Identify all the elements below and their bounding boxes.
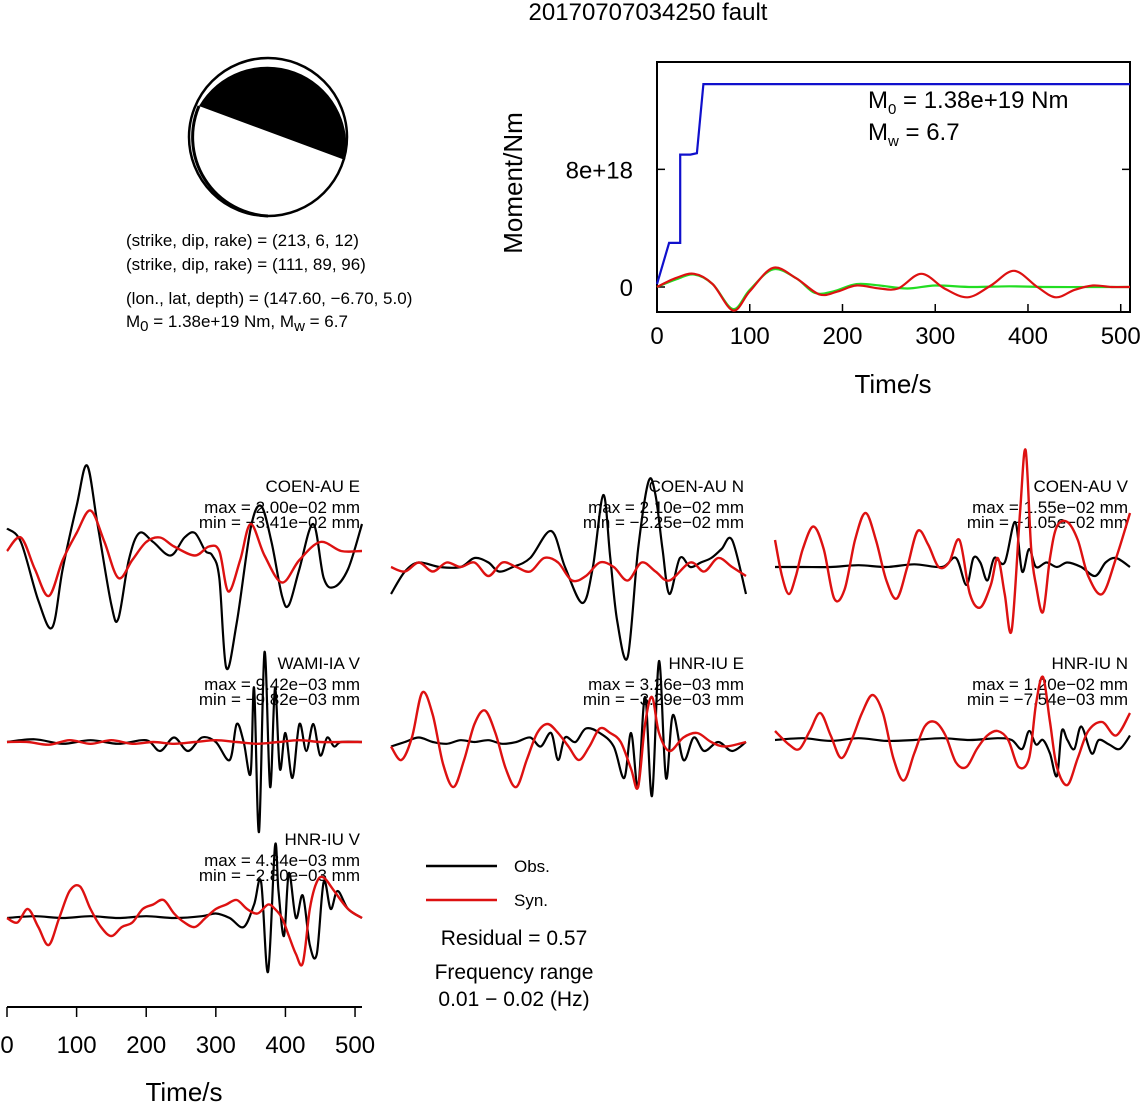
syn-trace (389, 690, 747, 790)
plane2-text: (strike, dip, rake) = (111, 89, 96) (126, 255, 366, 274)
moment-chart-frame (656, 61, 1131, 313)
moment-xtick-label: 200 (822, 323, 862, 350)
station-label: WAMI-IA V (278, 654, 361, 673)
obs-trace (6, 464, 364, 671)
station-min: min = −1.05e−02 mm (967, 513, 1128, 532)
station-max: max = 1.20e−02 mm (972, 675, 1128, 694)
moment-box-m0: M0 = 1.38e+19 Nm (868, 87, 1068, 118)
obs-trace (774, 725, 1131, 778)
station-max: max = 2.00e−02 mm (204, 498, 360, 517)
waveform-xtick-label: 200 (126, 1032, 166, 1059)
waveform-xtick-label: 100 (57, 1032, 97, 1059)
moment-xtick-label: 400 (1008, 323, 1048, 350)
frequency-range-value: 0.01 − 0.02 (Hz) (438, 988, 589, 1011)
station-max: max = 4.34e−03 mm (204, 851, 360, 870)
moment-chart-ticks: 0 100 200 300 400 500 0 8e+18 (566, 157, 1141, 350)
syn-trace (6, 738, 362, 746)
location-text: (lon., lat, depth) = (147.60, −6.70, 5.0… (126, 289, 412, 308)
moment-xtick-label: 500 (1101, 323, 1141, 350)
moment-series-moment_rate_red (656, 266, 1131, 312)
station-max: max = 1.55e−02 mm (972, 498, 1128, 517)
plane1-text: (strike, dip, rake) = (213, 6, 12) (126, 231, 359, 250)
syn-trace (6, 875, 363, 967)
syn-trace (774, 675, 1132, 787)
beachball-icon (187, 56, 349, 218)
syn-trace (6, 509, 363, 598)
station-max: max = 2.10e−02 mm (588, 498, 744, 517)
moment-xtick-label: 100 (730, 323, 770, 350)
station-label: HNR-IU V (284, 830, 360, 849)
waveform-xtick-label: 0 (0, 1032, 13, 1059)
moment-chart-series (655, 83, 1131, 312)
moment-chart-ylabel: Moment/Nm (498, 112, 528, 254)
moment-summary-text: M0 = 1.38e+19 Nm, Mw = 6.7 (126, 312, 348, 335)
moment-xtick-label: 300 (915, 323, 955, 350)
residual-text: Residual = 0.57 (441, 927, 588, 950)
moment-ytick-label: 0 (620, 275, 633, 302)
station-min: min = −2.80e−03 mm (199, 866, 360, 885)
waveform-xtick-label: 400 (265, 1032, 305, 1059)
waveform-time-axis: Time/s 0 100 200 300 400 500 (0, 1006, 375, 1104)
moment-box-mw: Mw = 6.7 (868, 119, 960, 150)
station-min: min = −9.82e−03 mm (199, 690, 360, 709)
station-min: min = −2.25e−02 mm (583, 513, 744, 532)
waveform-xlabel: Time/s (145, 1077, 222, 1104)
station-label: HNR-IU N (1052, 654, 1129, 673)
syn-trace (773, 448, 1132, 635)
frequency-range-title: Frequency range (435, 961, 594, 984)
beachball-rim (191, 105, 269, 218)
moment-ytick-label: 8e+18 (566, 157, 633, 184)
waveform-xtick-label: 500 (335, 1032, 375, 1059)
station-label: COEN-AU E (266, 477, 360, 496)
legend: Obs. Syn. (426, 857, 550, 910)
legend-obs-label: Obs. (514, 857, 550, 876)
beachball-compression-quadrant (199, 66, 347, 160)
station-label: HNR-IU E (668, 654, 744, 673)
station-max: max = 3.26e−03 mm (588, 675, 744, 694)
waveform-xtick-label: 300 (196, 1032, 236, 1059)
station-min: min = −3.41e−02 mm (199, 513, 360, 532)
station-max: max = 9.42e−03 mm (204, 675, 360, 694)
station-label: COEN-AU V (1034, 477, 1129, 496)
moment-chart-xlabel: Time/s (854, 369, 931, 399)
station-min: min = −3.29e−03 mm (583, 690, 744, 709)
legend-syn-label: Syn. (514, 891, 548, 910)
syn-trace (390, 556, 747, 583)
station-label: COEN-AU N (649, 477, 744, 496)
moment-xtick-label: 0 (650, 323, 663, 350)
obs-trace (6, 842, 363, 974)
obs-trace (390, 477, 748, 661)
moment-series-cumulative_moment (655, 83, 1130, 285)
figure-title: 20170707034250 fault (529, 0, 768, 26)
obs-trace (6, 650, 363, 834)
